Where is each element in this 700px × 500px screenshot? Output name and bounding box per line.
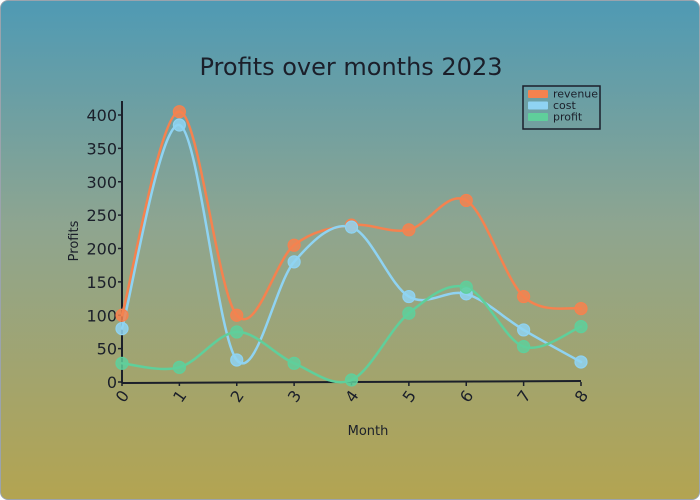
data-point-cost xyxy=(115,322,129,336)
y-tick-label: 400 xyxy=(86,106,117,125)
y-tick-label: 150 xyxy=(86,273,117,292)
data-point-profit xyxy=(402,306,416,320)
data-point-revenue xyxy=(402,223,416,237)
legend-label-revenue: revenue xyxy=(553,88,598,101)
series-line-profit xyxy=(120,284,583,384)
y-tick-label: 50 xyxy=(97,340,117,359)
data-point-revenue xyxy=(459,193,473,208)
y-tick-label: 200 xyxy=(86,240,117,259)
data-point-revenue xyxy=(574,301,588,316)
data-point-cost xyxy=(344,220,359,234)
series-lines xyxy=(120,110,583,384)
y-tick-labels: 0 50 100 150 200 250 300 350 400 xyxy=(86,106,122,392)
data-point-cost xyxy=(172,118,186,132)
data-point-cost xyxy=(402,289,416,304)
x-tick-label: 8 xyxy=(571,387,592,406)
y-tick-label: 100 xyxy=(86,306,117,325)
data-point-profit xyxy=(230,325,244,339)
legend-box xyxy=(522,85,601,130)
data-point-revenue xyxy=(287,238,301,252)
x-tick-label: 1 xyxy=(169,387,190,406)
data-point-revenue xyxy=(517,289,531,304)
data-point-revenue xyxy=(172,105,186,119)
y-tick-label: 0 xyxy=(107,373,117,392)
data-point-profit xyxy=(574,319,588,334)
series-line-revenue xyxy=(120,110,583,321)
y-axis-title: Profits xyxy=(67,220,82,261)
x-tick-label: 5 xyxy=(399,387,420,406)
y-tick-label: 250 xyxy=(86,206,117,225)
x-tick-label: 0 xyxy=(112,387,133,406)
series-line-cost xyxy=(120,123,583,365)
data-point-profit xyxy=(517,340,531,354)
x-tick-label: 2 xyxy=(226,387,247,406)
x-tick-label: 3 xyxy=(284,387,305,406)
data-point-cost xyxy=(517,323,531,337)
x-tick-label: 7 xyxy=(513,387,534,406)
x-tick-label: 6 xyxy=(456,387,477,406)
legend-swatch-profit xyxy=(528,113,548,121)
data-point-profit xyxy=(459,280,473,294)
data-point-cost xyxy=(230,353,244,367)
plot-area: 0 50 100 150 200 250 300 350 400 0 1 2 3 4 5 6 7 8 xyxy=(86,101,592,406)
legend-swatch-revenue xyxy=(528,90,548,98)
series-points xyxy=(115,105,588,387)
y-tick-label: 350 xyxy=(86,139,117,158)
x-axis-title: Month xyxy=(348,424,389,439)
data-point-cost xyxy=(574,355,588,369)
y-tick-label: 300 xyxy=(86,173,117,192)
chart-title: Profits over months 2023 xyxy=(200,53,503,81)
data-point-profit xyxy=(344,373,359,387)
x-tick-label: 4 xyxy=(341,387,362,406)
data-point-profit xyxy=(115,356,129,370)
legend-label-profit: profit xyxy=(553,111,583,124)
data-point-profit xyxy=(287,356,301,370)
data-point-cost xyxy=(287,255,301,269)
data-point-revenue xyxy=(230,308,244,322)
data-point-profit xyxy=(172,360,186,374)
legend-swatch-cost xyxy=(528,101,548,110)
data-point-revenue xyxy=(115,308,129,322)
legend-label-cost: cost xyxy=(553,99,577,112)
